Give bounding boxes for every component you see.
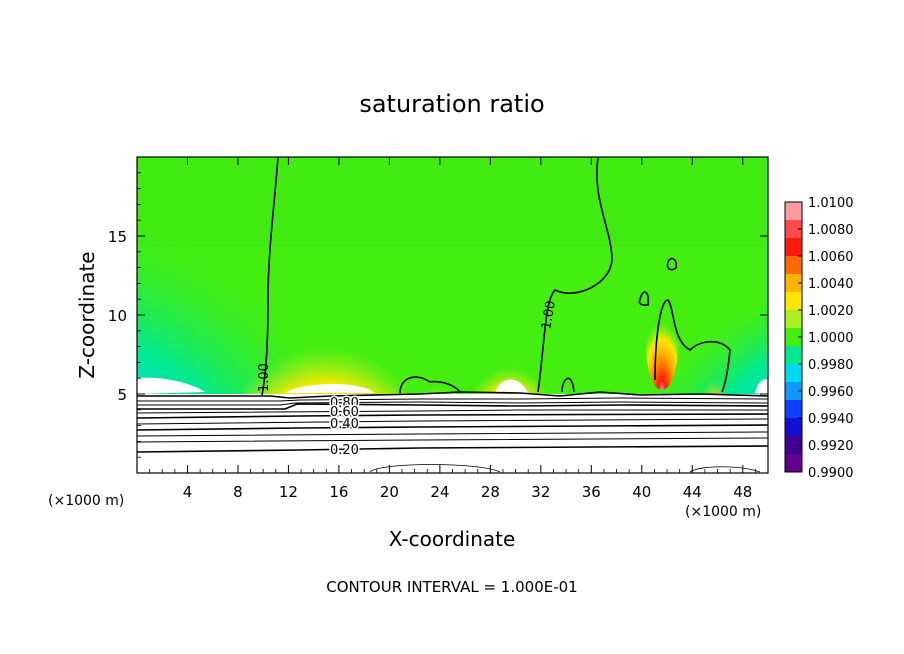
colorbar: 1.0100 1.0080 1.0060 1.0040 1.0020 1.0000 0.99… (784, 196, 854, 481)
contour-1-00-right (537, 157, 613, 393)
contour-interval-note: CONTOUR INTERVAL = 1.000E-01 (326, 578, 577, 596)
contour-labels: 1.00 1.00 0.80 0.60 0.40 0.20 (257, 300, 559, 460)
colorbar-swatch (785, 328, 802, 347)
x-tick-label: 12 (279, 483, 298, 501)
colorbar-label: 0.9900 (808, 466, 854, 481)
contour-blob-a (399, 376, 461, 394)
contour-0-20 (137, 445, 768, 453)
colorbar-label: 1.0080 (808, 223, 854, 238)
colorbar-label: 1.0040 (808, 277, 854, 292)
x-axis-label: X-coordinate (389, 527, 516, 551)
x-tick-label: 48 (733, 483, 752, 501)
contour-label: 0.20 (330, 443, 359, 458)
colorbar-label: 1.0000 (808, 331, 854, 346)
colorbar-label: 0.9960 (808, 385, 854, 400)
contour-label: 0.60 (330, 405, 359, 420)
colorbar-swatch (785, 400, 802, 419)
contour-blob-c (638, 291, 650, 306)
colorbar-label: 1.0060 (808, 250, 854, 265)
x-tick-label: 24 (430, 483, 449, 501)
contour-blob-d (654, 299, 731, 393)
x-tick-label: 20 (380, 483, 399, 501)
contour-blob-e (666, 257, 678, 271)
chart-title: saturation ratio (359, 90, 544, 118)
y-axis-label: Z-coordinate (75, 251, 99, 378)
x-tick-label: 32 (531, 483, 550, 501)
colorbar-label: 0.9920 (808, 439, 854, 454)
colorbar-swatch (785, 220, 802, 239)
contour-0-80 (137, 403, 768, 410)
plot-area: 1.00 1.00 0.80 0.60 0.40 0.20 (137, 157, 768, 473)
white-cap-center (285, 383, 375, 393)
x-tick-label: 44 (683, 483, 702, 501)
colorbar-swatch (785, 418, 802, 437)
x-tick-label: 40 (632, 483, 651, 501)
contour-label: 1.00 (257, 363, 272, 392)
contour-0-40 (137, 424, 768, 431)
y-tick-label: 10 (108, 307, 127, 325)
colorbar-swatch (785, 238, 802, 257)
colorbar-swatch (785, 346, 802, 365)
x-tick-label: 16 (329, 483, 348, 501)
x-tick-label: 36 (582, 483, 601, 501)
contour-1-00-left (261, 157, 279, 396)
colorbar-swatch (785, 202, 802, 221)
colorbar-swatch (785, 382, 802, 401)
x-tick-label: 28 (481, 483, 500, 501)
contour-label: 0.80 (330, 396, 359, 411)
colorbar-swatch (785, 292, 802, 311)
colorbar-label: 1.0020 (808, 304, 854, 319)
colorbar-swatch (785, 274, 802, 293)
colorbar-swatch (785, 454, 802, 473)
x-unit-left: (×1000 m) (48, 493, 124, 509)
white-cap-right (755, 379, 768, 394)
x-unit-right: (×1000 m) (685, 504, 761, 520)
contour-0-60 (137, 413, 768, 419)
colorbar-label: 1.0100 (808, 196, 854, 211)
colorbar-swatch (785, 364, 802, 383)
colorbar-label: 0.9980 (808, 358, 854, 373)
colorbar-swatch (785, 256, 802, 275)
x-tick-label: 8 (233, 483, 243, 501)
colorbar-label: 0.9940 (808, 412, 854, 427)
y-axis: 5 10 15 (108, 172, 768, 458)
contour-blob-b (561, 377, 575, 393)
white-cap-28km (495, 379, 528, 393)
contour-ground (137, 391, 768, 399)
plume-41km (646, 300, 678, 390)
y-tick-label: 15 (108, 228, 127, 246)
x-tick-label: 4 (183, 483, 193, 501)
white-cap-left (137, 377, 205, 394)
contour-label: 0.40 (330, 417, 359, 432)
colorbar-swatch (785, 436, 802, 455)
contour-label: 1.00 (539, 300, 559, 331)
y-tick-label: 5 (117, 386, 127, 404)
colorbar-swatch (785, 310, 802, 329)
x-axis: 4 8 12 16 20 24 28 32 36 40 44 48 (149, 157, 756, 501)
